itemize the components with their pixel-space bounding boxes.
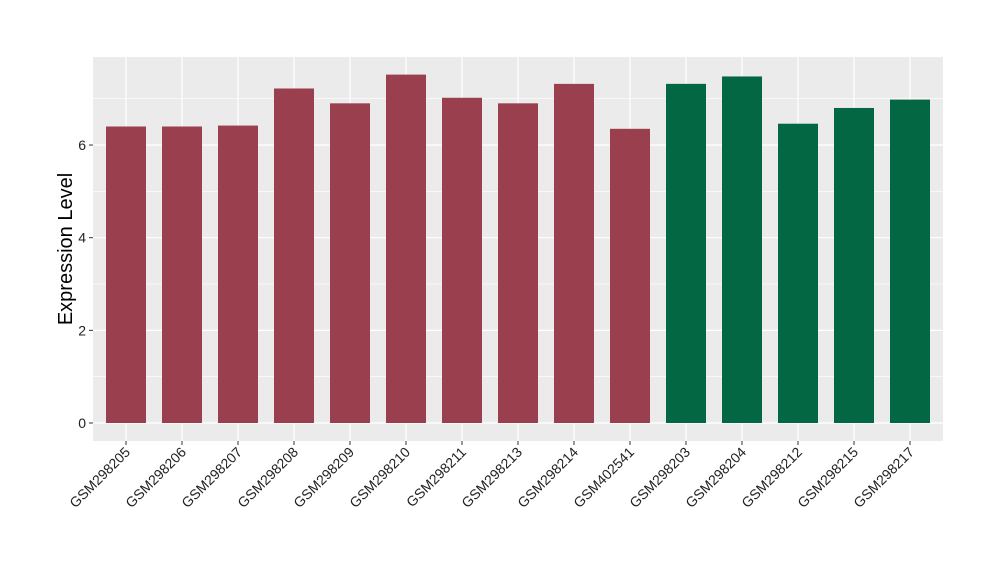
x-axis: GSM298205GSM298206GSM298207GSM298208GSM2… [66, 441, 917, 511]
y-axis-title: Expression Level [55, 173, 77, 325]
bar-GSM298210 [386, 74, 426, 423]
bar-GSM298206 [162, 126, 202, 424]
x-tick-label: GSM298210 [346, 444, 413, 511]
bar-GSM298211 [442, 97, 482, 423]
y-axis: 0 2 4 6 [78, 137, 93, 431]
y-tick-label: 6 [78, 137, 86, 153]
y-tick-label: 2 [78, 322, 86, 338]
bar-GSM298209 [330, 103, 370, 424]
bar-GSM298203 [666, 83, 706, 424]
bar-GSM298214 [554, 83, 594, 424]
y-tick-label: 0 [78, 415, 86, 431]
bar-GSM298215 [834, 107, 874, 423]
bar-GSM402541 [610, 128, 650, 423]
bars [106, 74, 930, 424]
bar-GSM298208 [274, 88, 314, 424]
bar-GSM298213 [498, 103, 538, 424]
bar-GSM298207 [218, 125, 258, 424]
bar-GSM298204 [722, 76, 762, 424]
x-tick-label: GSM298217 [850, 444, 917, 511]
bar-GSM298205 [106, 126, 146, 424]
bar-GSM298217 [890, 99, 930, 423]
bar-GSM298212 [778, 123, 818, 423]
y-tick-label: 4 [78, 230, 86, 246]
